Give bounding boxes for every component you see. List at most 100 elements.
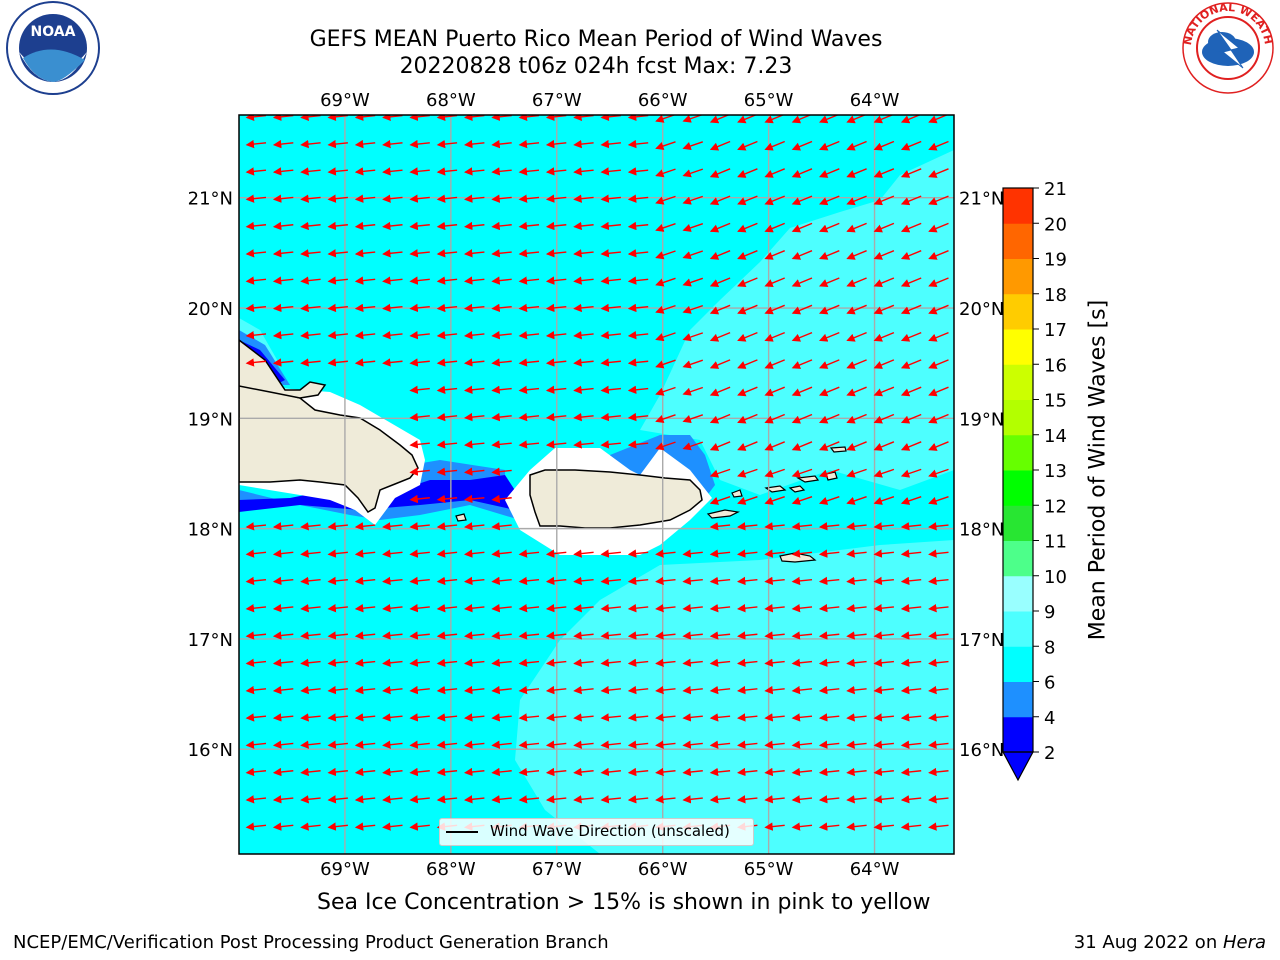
- wind-wave-arrow: [245, 795, 267, 804]
- wind-wave-arrow: [928, 685, 949, 695]
- wind-wave-arrow: [600, 740, 621, 749]
- wind-wave-arrow: [272, 822, 294, 831]
- wind-wave-arrow: [491, 276, 512, 285]
- wind-wave-arrow: [819, 359, 840, 369]
- wind-wave-arrow: [900, 658, 922, 667]
- wind-wave-arrow: [709, 604, 731, 613]
- wind-wave-arrow: [436, 440, 458, 449]
- wind-wave-arrow: [737, 576, 758, 586]
- wind-wave-arrow: [791, 195, 813, 206]
- wind-wave-arrow: [573, 412, 594, 422]
- wind-wave-arrow: [655, 576, 676, 586]
- wind-wave-arrow: [409, 358, 430, 367]
- wind-wave-arrow: [709, 496, 731, 505]
- wind-wave-arrow: [491, 767, 512, 777]
- wind-wave-arrow: [682, 277, 704, 287]
- wind-wave-arrow: [655, 195, 676, 205]
- ocean-field-6-8s-south: [515, 540, 954, 854]
- wind-wave-arrow: [818, 713, 840, 722]
- wind-wave-arrow: [846, 522, 867, 531]
- lat-labels-right: 21°N 20°N 19°N 18°N 17°N 16°N: [959, 189, 1004, 761]
- wind-wave-arrow: [436, 576, 458, 586]
- wind-wave-arrow: [382, 795, 403, 804]
- wind-wave-arrow: [846, 468, 867, 478]
- wind-wave-arrow: [300, 522, 321, 531]
- wind-wave-arrow: [737, 304, 758, 315]
- wind-wave-arrow: [272, 139, 294, 149]
- wind-wave-arrow: [409, 549, 430, 558]
- wind-wave-arrow: [382, 331, 403, 340]
- wind-wave-arrow: [409, 767, 430, 777]
- wind-wave-arrow: [600, 604, 621, 613]
- wind-wave-arrow: [573, 631, 594, 640]
- wind-wave-arrow: [900, 386, 922, 397]
- wind-wave-arrow: [682, 168, 704, 178]
- wind-wave-arrow: [518, 276, 540, 285]
- wind-wave-arrow: [764, 822, 785, 831]
- wind-wave-arrow: [819, 277, 840, 288]
- wind-wave-arrow: [409, 822, 430, 831]
- wind-wave-arrow: [737, 441, 758, 451]
- wind-wave-arrow: [627, 576, 649, 586]
- wind-wave-arrow: [573, 658, 594, 667]
- wind-wave-arrow: [900, 713, 922, 722]
- wind-wave-arrow: [928, 740, 949, 749]
- colorbar-segment: [1003, 575, 1033, 612]
- wind-wave-arrow: [491, 549, 512, 558]
- wind-wave-arrow: [791, 631, 813, 640]
- wind-wave-arrow: [846, 277, 867, 288]
- wind-wave-arrow: [409, 167, 430, 176]
- wind-wave-arrow: [655, 223, 676, 232]
- wind-wave-arrow: [764, 277, 785, 288]
- colorbar-tick-label: 13: [1044, 461, 1067, 482]
- wind-wave-arrow: [409, 740, 430, 749]
- wind-wave-arrow: [464, 221, 485, 231]
- colorbar-tick-label: 8: [1044, 637, 1055, 658]
- wind-wave-arrow: [573, 358, 594, 367]
- colorbar-tick-label: 18: [1044, 285, 1067, 306]
- colorbar-tick-label: 11: [1044, 532, 1067, 553]
- wind-wave-arrow: [600, 440, 621, 449]
- wind-wave-arrow: [300, 167, 321, 176]
- wind-wave-arrow: [272, 221, 294, 231]
- wind-wave-arrow: [436, 631, 458, 640]
- wind-wave-arrow: [464, 576, 485, 586]
- wind-wave-arrow: [627, 115, 649, 121]
- wind-wave-arrow: [518, 440, 540, 449]
- wind-wave-arrow: [846, 250, 867, 260]
- wind-wave-arrow: [627, 412, 649, 422]
- wind-wave-arrow: [354, 167, 376, 176]
- wind-wave-arrow: [545, 549, 567, 558]
- wind-wave-arrow: [245, 767, 267, 777]
- wind-wave-arrow: [737, 331, 758, 342]
- wind-wave-arrow: [873, 304, 895, 315]
- wind-wave-arrow: [354, 331, 376, 340]
- wind-wave-arrow: [737, 386, 758, 397]
- wind-wave-arrow: [409, 631, 430, 640]
- wind-wave-arrow: [846, 140, 867, 151]
- wind-wave-arrow: [464, 713, 485, 722]
- wind-wave-arrow: [436, 276, 458, 285]
- wind-wave-arrow: [354, 631, 376, 640]
- wind-wave-arrow: [873, 604, 894, 613]
- wind-wave-arrow: [791, 740, 813, 749]
- wind-wave-arrow: [245, 740, 267, 749]
- wind-wave-arrow: [846, 822, 867, 831]
- wind-wave-arrow: [791, 250, 813, 260]
- wind-wave-arrow: [464, 522, 485, 531]
- wind-wave-arrow: [327, 740, 348, 749]
- plot-title: GEFS MEAN Puerto Rico Mean Period of Win…: [309, 27, 883, 52]
- wind-wave-arrow: [382, 631, 403, 640]
- wind-wave-arrow: [272, 767, 294, 777]
- wind-wave-arrow: [900, 468, 922, 478]
- lat-label-right: 18°N: [959, 520, 1004, 541]
- lon-label-top: 69°W: [320, 90, 370, 111]
- wind-wave-arrow: [627, 767, 649, 777]
- wind-wave-arrow: [655, 168, 676, 178]
- wind-wave-arrow: [627, 658, 649, 667]
- wind-wave-arrow: [600, 221, 621, 231]
- wind-wave-arrow: [846, 331, 867, 342]
- wind-wave-arrow: [382, 822, 403, 831]
- wind-wave-arrow: [709, 331, 731, 342]
- wind-wave-arrow: [846, 304, 867, 315]
